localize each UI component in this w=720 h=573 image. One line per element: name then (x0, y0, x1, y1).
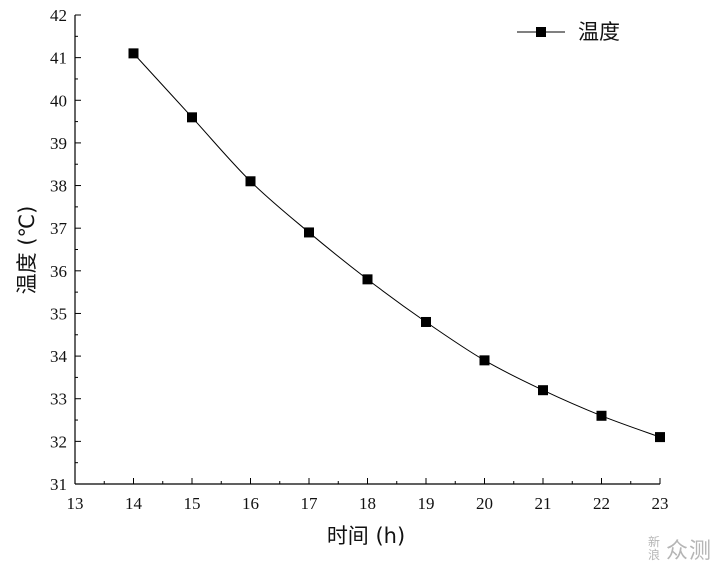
y-tick-label: 33 (50, 390, 67, 409)
y-tick-label: 41 (50, 49, 67, 68)
y-tick-label: 39 (50, 134, 67, 153)
data-point (245, 176, 256, 187)
data-point (596, 410, 607, 421)
y-tick-label: 34 (50, 347, 68, 366)
x-tick-label: 14 (125, 494, 143, 513)
legend-marker (536, 27, 546, 37)
y-tick-label: 31 (50, 475, 67, 494)
y-tick-label: 37 (50, 219, 68, 238)
data-point (304, 227, 314, 238)
y-tick-label: 40 (50, 91, 67, 110)
series (128, 48, 665, 443)
x-tick-label: 19 (418, 494, 435, 513)
data-point (362, 274, 373, 285)
series-line (133, 53, 661, 438)
x-axis-title: 时间 (h) (327, 524, 405, 548)
y-tick-label: 32 (50, 432, 67, 451)
data-point (655, 432, 665, 443)
y-tick-label: 42 (50, 6, 67, 25)
y-tick-label: 36 (50, 262, 67, 281)
x-tick-label: 22 (593, 494, 610, 513)
watermark: 新浪 众测 (648, 533, 712, 565)
data-point (421, 316, 431, 327)
y-tick-label: 35 (50, 304, 67, 323)
x-tick-label: 20 (476, 494, 493, 513)
x-tick-label: 15 (184, 494, 201, 513)
ticks: 13 14 15 16 17 18 19 20 21 22 23 31 32 33 34 35 36 37 38 39… (50, 6, 669, 513)
x-tick-label: 21 (535, 494, 552, 513)
y-tick-label: 38 (50, 177, 67, 196)
legend-label: 温度 (578, 20, 620, 44)
watermark-small-text: 新浪 (647, 535, 660, 562)
x-tick-label: 23 (652, 494, 669, 513)
y-axis-title: 温度 (℃) (15, 206, 39, 295)
x-tick-label: 13 (67, 494, 84, 513)
data-point (128, 48, 139, 59)
legend: 温度 (517, 20, 620, 44)
x-tick-label: 18 (359, 494, 376, 513)
x-tick-label: 16 (242, 494, 259, 513)
data-point (187, 112, 197, 123)
data-point (479, 355, 490, 366)
data-point (538, 385, 548, 396)
watermark-big-text: 众测 (665, 539, 712, 564)
x-tick-label: 17 (301, 494, 319, 513)
